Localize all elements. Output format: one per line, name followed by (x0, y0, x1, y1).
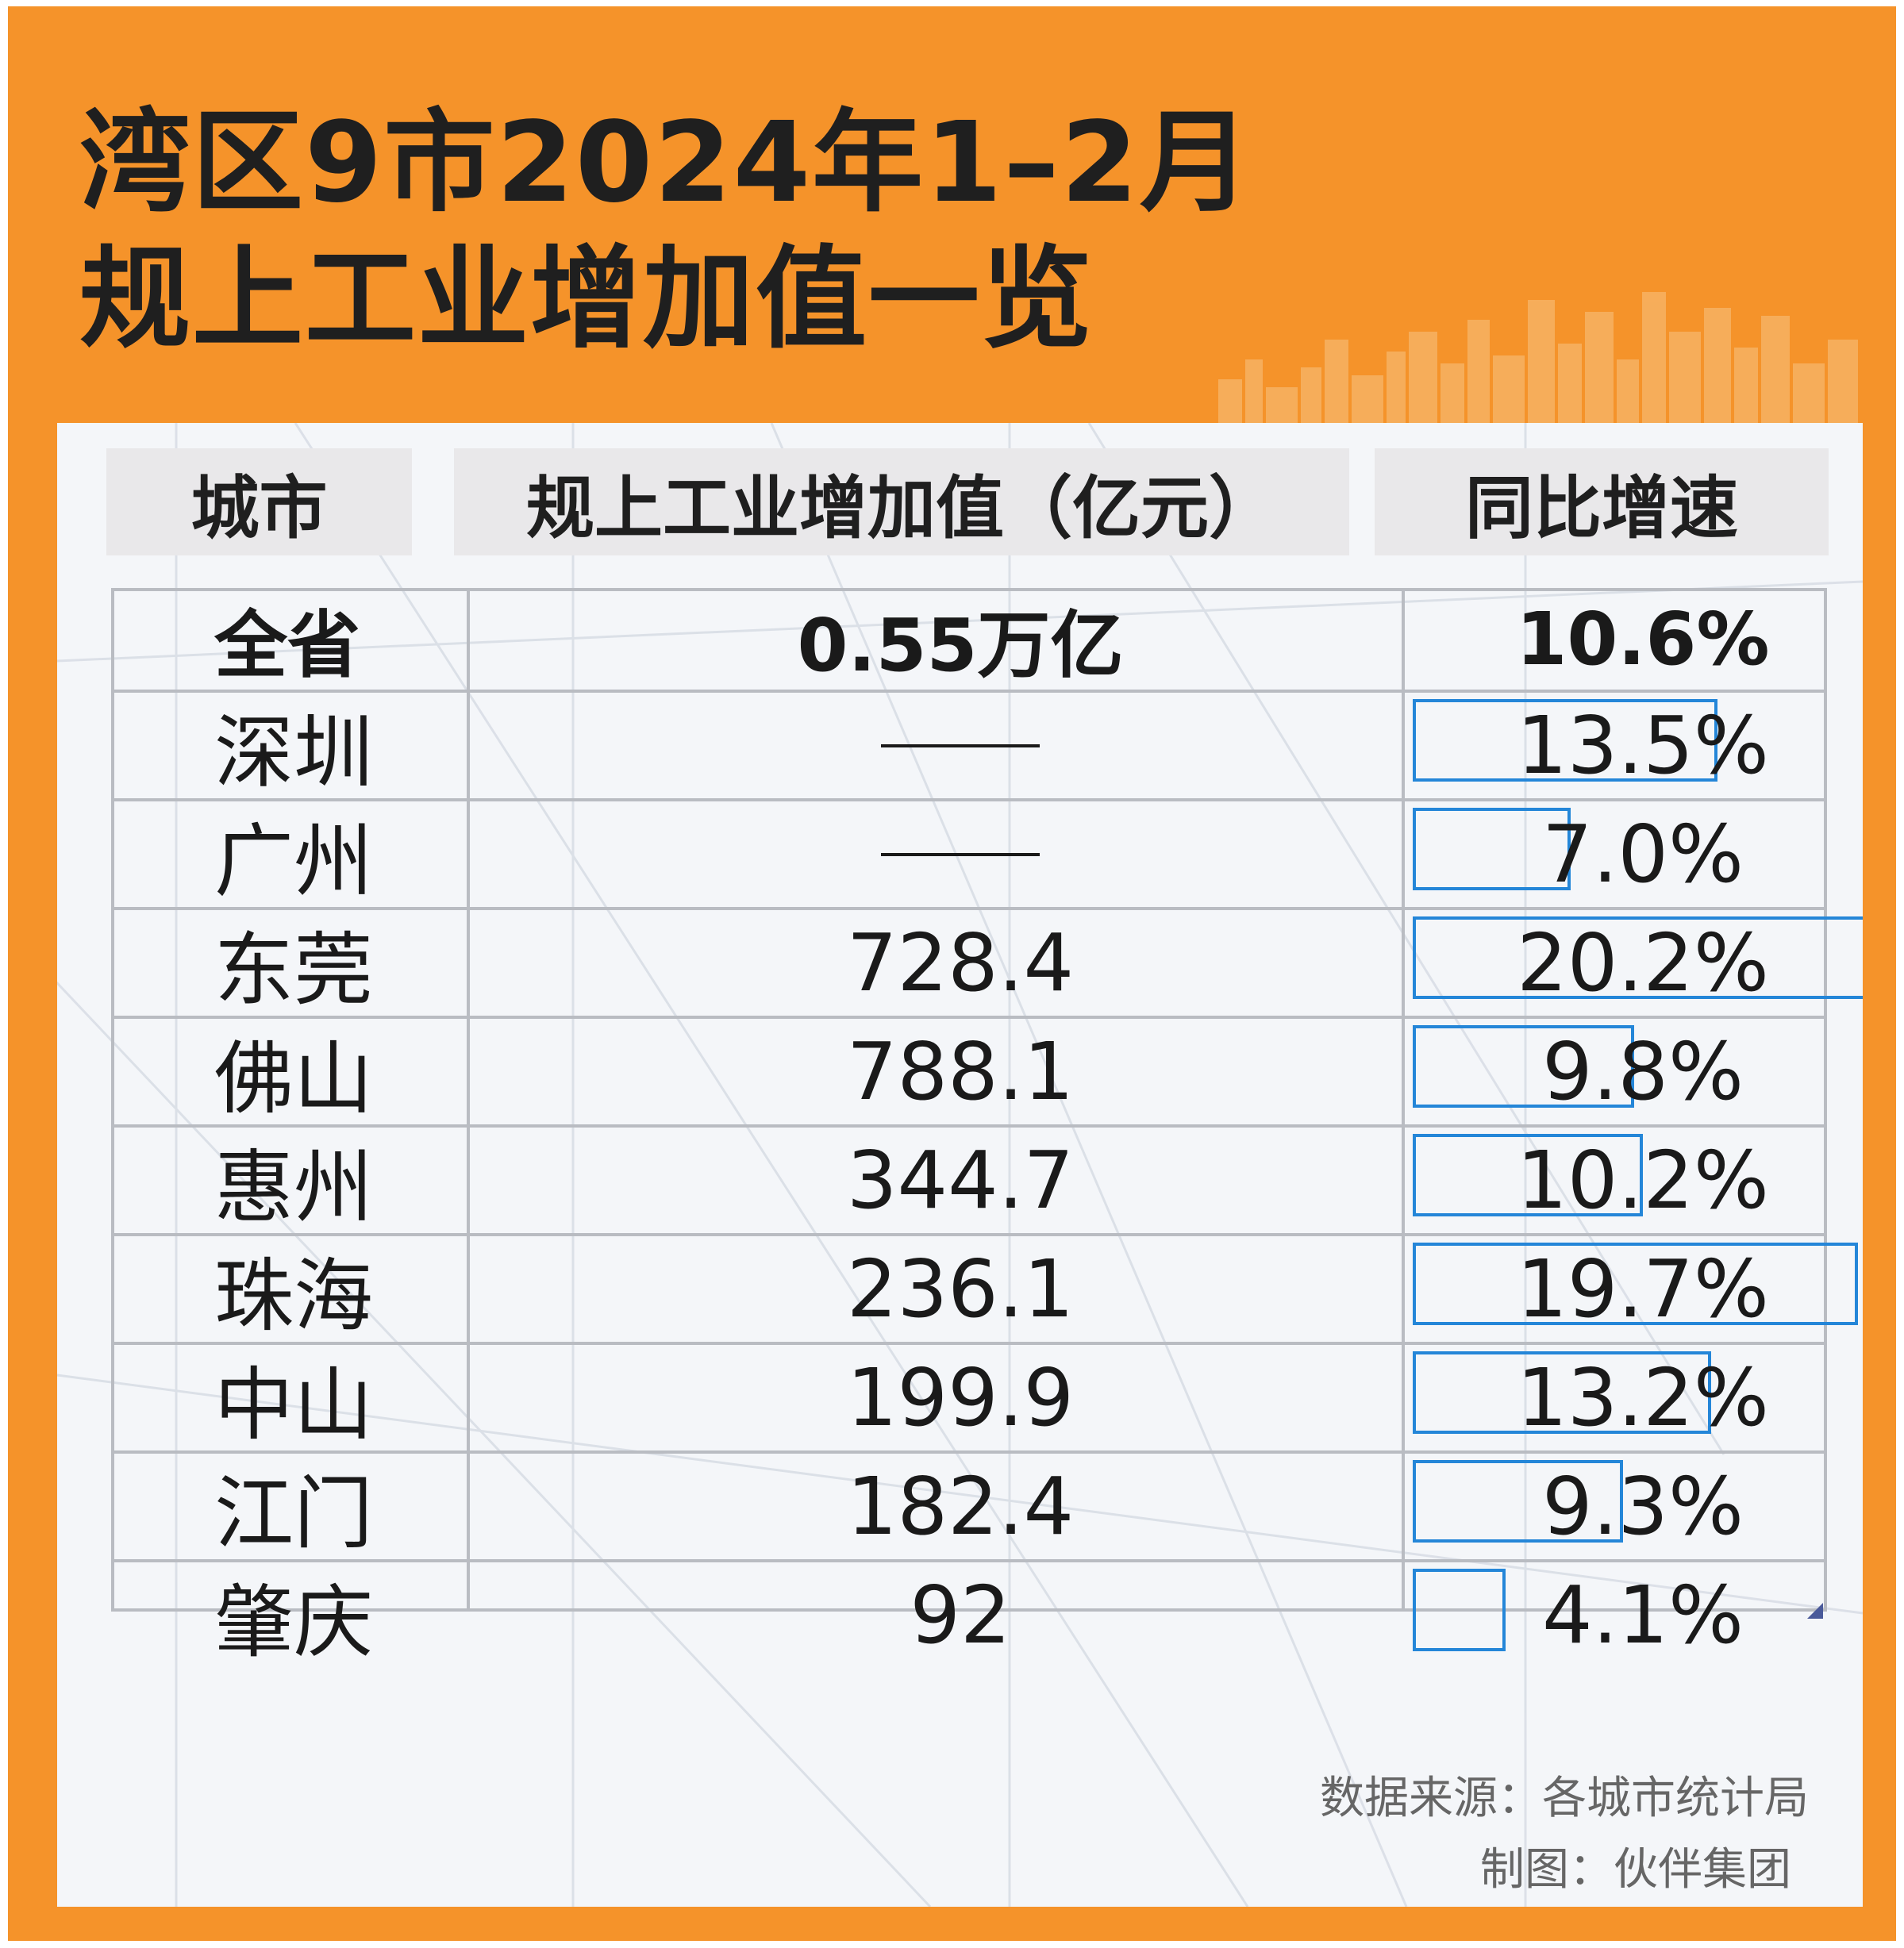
city-cell: 佛山 (214, 1032, 373, 1125)
table-panel: 城市 规上工业增加值（亿元） 同比增速 (57, 423, 1863, 1907)
growth-bar (1413, 1134, 1643, 1216)
growth-cell: 20.2% (1517, 916, 1769, 1009)
no-data-dash (881, 743, 1040, 747)
growth-bar (1413, 1351, 1711, 1434)
growth-bar (1413, 916, 1863, 999)
city-cell: 全省 (214, 603, 361, 688)
growth-bar (1413, 808, 1571, 890)
city-cell: 广州 (214, 815, 373, 908)
data-source: 数据来源：各城市统计局 (1320, 1773, 1809, 1824)
value-cell: 182.4 (846, 1460, 1075, 1553)
value-cell (468, 691, 1452, 800)
growth-cell: 10.2% (1517, 1134, 1769, 1227)
growth-cell: 4.1% (1541, 1569, 1744, 1662)
table-row-summary: 全省 0.55万亿 10.6% (111, 585, 1827, 694)
chart-title: 湾区9市2024年1–2月 规上工业增加值一览 (79, 98, 1252, 364)
no-data-dash (881, 852, 1040, 856)
city-cell: 珠海 (214, 1250, 373, 1343)
table-row: 东莞 728.4 20.2% (111, 909, 1863, 1017)
table-row: 肇庆 92 4.1% (111, 1561, 1827, 1669)
table-grid (111, 588, 1827, 1612)
growth-cell: 9.3% (1541, 1460, 1744, 1553)
table-row: 惠州 344.7 10.2% (111, 1126, 1827, 1235)
city-cell: 中山 (214, 1358, 373, 1451)
chart-credit: 制图：伙伴集团 (1480, 1844, 1791, 1896)
growth-bar (1413, 699, 1717, 782)
orange-frame: 湾区9市2024年1–2月 规上工业增加值一览 (8, 6, 1896, 1941)
growth-cell: 19.7% (1517, 1243, 1769, 1335)
table-row: 佛山 788.1 9.8% (111, 1017, 1827, 1126)
city-cell: 深圳 (214, 706, 373, 799)
value-cell: 344.7 (846, 1134, 1075, 1227)
value-cell: 788.1 (846, 1025, 1075, 1118)
city-skyline-decoration (1218, 292, 1858, 427)
background-pattern (57, 423, 1863, 1907)
value-cell: 236.1 (846, 1243, 1075, 1335)
growth-cell: 7.0% (1541, 808, 1744, 901)
table-row: 中山 199.9 13.2% (111, 1343, 1827, 1452)
city-cell: 江门 (214, 1467, 373, 1560)
header-value: 规上工业增加值（亿元） (454, 448, 1349, 555)
city-cell: 惠州 (214, 1141, 373, 1234)
growth-cell: 9.8% (1541, 1025, 1744, 1118)
value-cell: 199.9 (846, 1351, 1075, 1444)
value-cell: 0.55万亿 (797, 603, 1124, 688)
value-cell (468, 800, 1452, 909)
growth-bar (1413, 1025, 1634, 1108)
header-city: 城市 (106, 448, 412, 555)
table-row: 广州 7.0% (111, 800, 1827, 909)
growth-bar (1413, 1460, 1623, 1543)
resize-handle-icon (1807, 1603, 1823, 1619)
growth-bar (1413, 1243, 1858, 1325)
value-cell: 92 (910, 1569, 1011, 1662)
data-table: 全省 0.55万亿 10.6% 深圳 13.5% 广州 7.0% 东莞 728.4 20.2… (111, 585, 1863, 1669)
header-growth: 同比增速 (1375, 448, 1829, 555)
value-cell: 728.4 (846, 916, 1075, 1009)
growth-cell: 13.2% (1517, 1351, 1769, 1444)
table-row: 深圳 13.5% (111, 691, 1827, 800)
table-row: 珠海 236.1 19.7% (111, 1235, 1858, 1343)
growth-cell: 13.5% (1517, 699, 1769, 792)
city-cell: 东莞 (214, 924, 373, 1016)
city-cell: 肇庆 (214, 1576, 373, 1669)
growth-cell: 10.6% (1516, 597, 1770, 682)
table-row: 江门 182.4 9.3% (111, 1452, 1827, 1561)
growth-bar (1413, 1569, 1506, 1651)
